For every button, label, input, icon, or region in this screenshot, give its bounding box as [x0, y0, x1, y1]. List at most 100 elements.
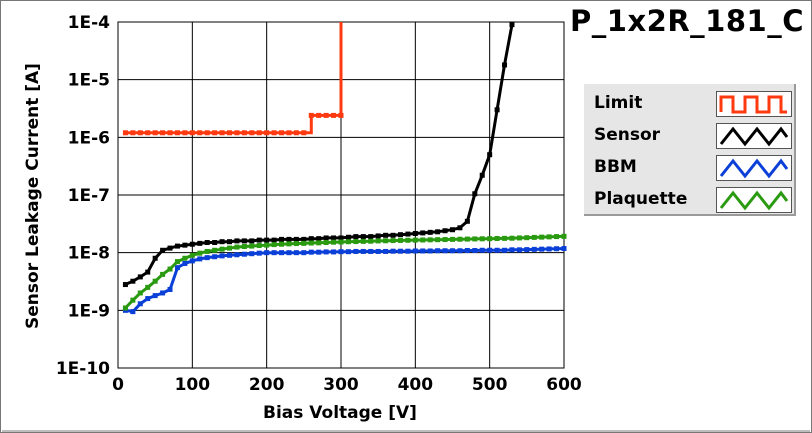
legend-item-bbm[interactable]: BBM: [594, 154, 792, 181]
legend-label: Sensor: [594, 125, 661, 145]
data-point: [450, 248, 455, 254]
data-point: [323, 240, 329, 246]
y-tick-label: 1E-8: [68, 244, 110, 264]
triangle-wave-icon[interactable]: [716, 155, 792, 181]
data-point: [271, 250, 277, 256]
data-point: [241, 251, 247, 257]
data-point: [204, 130, 210, 136]
data-point: [293, 130, 299, 136]
data-point: [301, 250, 307, 256]
data-point: [227, 130, 232, 136]
data-point: [316, 112, 322, 118]
data-point: [502, 235, 508, 241]
data-point: [494, 247, 500, 253]
data-point: [174, 130, 180, 136]
y-tick-label: 1E-6: [68, 128, 110, 148]
data-point: [234, 238, 240, 244]
data-point: [331, 235, 337, 241]
data-point: [554, 234, 560, 240]
legend-item-plaquette[interactable]: Plaquette: [594, 186, 792, 213]
data-point: [316, 240, 322, 246]
square-wave-icon[interactable]: [716, 91, 792, 117]
data-point: [316, 236, 322, 242]
data-point: [420, 248, 426, 254]
data-point: [279, 241, 285, 247]
data-point: [472, 191, 478, 197]
x-tick-label: 500: [472, 375, 508, 395]
legend-item-sensor[interactable]: Sensor: [594, 122, 792, 149]
data-point: [368, 248, 374, 254]
window-bottom-edge: [2, 430, 810, 432]
data-point: [323, 249, 329, 255]
data-point: [427, 237, 433, 243]
data-point: [249, 243, 255, 249]
data-point: [531, 234, 537, 240]
data-point: [338, 249, 344, 255]
data-point: [182, 130, 188, 136]
data-point: [145, 296, 151, 302]
data-point: [279, 130, 285, 136]
data-point: [383, 248, 389, 254]
data-point: [249, 238, 255, 244]
data-point: [256, 237, 262, 243]
data-point: [420, 237, 426, 243]
data-point: [397, 248, 403, 254]
legend-item-limit[interactable]: Limit: [594, 90, 792, 117]
y-tick-label: 1E-10: [56, 359, 110, 379]
data-point: [219, 130, 225, 136]
data-point: [167, 266, 173, 272]
data-point: [286, 250, 292, 256]
data-point: [145, 284, 151, 290]
data-point: [301, 236, 307, 242]
data-point: [219, 239, 225, 245]
triangle-wave-icon[interactable]: [716, 123, 792, 149]
data-point: [234, 252, 240, 258]
data-point: [353, 234, 359, 240]
data-point: [241, 243, 247, 249]
data-point: [390, 248, 396, 254]
data-point: [197, 256, 203, 262]
tick-labels: 0 100 200 300 400 500 600 1E-10 1E-9 1E-8 1E-7 1E-6…: [56, 13, 582, 395]
data-point: [241, 130, 247, 136]
triangle-wave-icon[interactable]: [716, 187, 792, 213]
data-point: [264, 242, 270, 248]
data-point: [174, 243, 180, 249]
data-point: [160, 271, 166, 277]
data-point: [271, 242, 277, 248]
data-point: [450, 236, 455, 242]
data-point: [130, 297, 136, 303]
data-point: [264, 237, 270, 243]
data-point: [219, 246, 225, 252]
data-point: [435, 248, 441, 254]
data-point: [368, 234, 374, 240]
x-tick-label: 300: [323, 375, 359, 395]
data-point: [182, 242, 188, 248]
data-point: [487, 152, 493, 158]
data-point: [375, 238, 381, 244]
data-point: [234, 244, 240, 250]
data-point: [561, 233, 567, 239]
data-point: [516, 235, 522, 241]
data-point: [249, 251, 255, 257]
data-point: [182, 260, 188, 266]
data-point: [197, 130, 203, 136]
y-axis-label: Sensor Leakage Current [A]: [23, 63, 43, 329]
series-limit: [122, 22, 344, 136]
legend-label: Limit: [594, 93, 643, 113]
legend-label: BBM: [594, 157, 637, 177]
data-point: [212, 130, 218, 136]
data-point: [130, 309, 136, 315]
series-layer: [122, 22, 567, 315]
data-point: [390, 232, 396, 238]
data-point: [249, 130, 255, 136]
data-point: [301, 240, 307, 246]
data-point: [241, 238, 247, 244]
data-point: [279, 236, 285, 242]
data-point: [130, 130, 136, 136]
data-point: [546, 234, 552, 240]
data-point: [256, 243, 262, 249]
data-point: [338, 235, 344, 241]
data-point: [412, 237, 418, 243]
data-point: [472, 236, 478, 242]
data-point: [256, 250, 262, 256]
